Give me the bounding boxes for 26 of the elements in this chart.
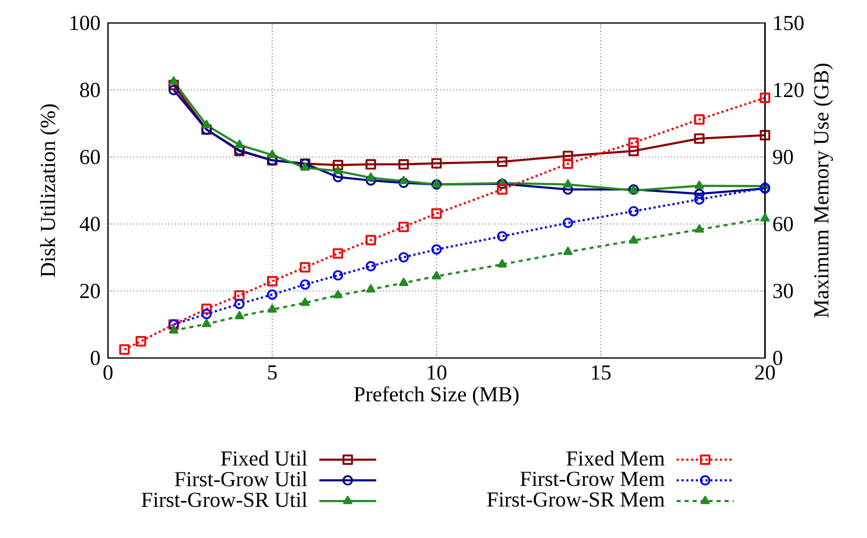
y-tick-label: 20 [80,284,100,298]
x-tick-label: 0 [103,365,113,380]
legend-label: First-Grow-SR Util [142,492,308,508]
x-tick-label: 15 [592,365,611,380]
y-axis-title: Disk Utilization (%) [40,104,60,277]
y2-tick-label: 60 [773,216,793,232]
y2-tick-label: 30 [773,284,793,298]
legend-label: Fixed Util [221,450,308,466]
y-tick-label: 0 [90,350,100,366]
y2-axis-title: Maximum Memory Use (GB) [814,64,833,318]
x-tick-label: 5 [268,365,277,380]
y2-tick-label: 90 [773,150,793,164]
x-tick-label: 20 [755,365,775,380]
legend-label: First-Grow Util [174,471,308,486]
y2-tick-label: 150 [774,16,804,30]
x-axis-title: Prefetch Size (MB) [354,386,519,406]
y2-tick-label: 0 [773,350,782,366]
y-tick-label: 60 [80,150,100,164]
legend-label: First-Grow-SR Mem [487,492,665,507]
y2-tick-label: 120 [774,82,804,98]
x-tick-label: 10 [428,365,446,380]
y-tick-label: 100 [70,16,100,30]
legend-label: Fixed Mem [566,450,665,466]
y-tick-label: 40 [80,216,100,232]
legend-label: First-Grow Mem [520,472,665,486]
y-tick-label: 80 [80,82,100,98]
